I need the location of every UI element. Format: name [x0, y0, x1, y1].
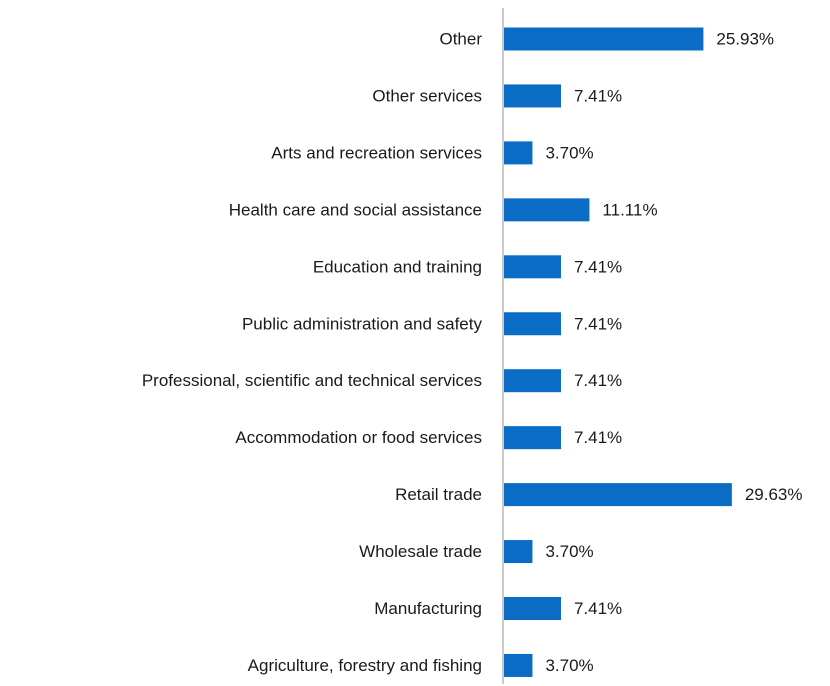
- bar-agriculture-forestry-and-fishing: [504, 653, 533, 677]
- category-label-arts-and-recreation-services: Arts and recreation services: [271, 143, 482, 162]
- value-label-other-services: 7.41%: [574, 86, 622, 105]
- value-label-education-and-training: 7.41%: [574, 257, 622, 276]
- bar-education-and-training: [504, 255, 561, 279]
- category-label-retail-trade: Retail trade: [395, 485, 482, 504]
- bar-accommodation-or-food-services: [504, 426, 561, 450]
- category-label-wholesale-trade: Wholesale trade: [359, 542, 482, 561]
- bar-retail-trade: [504, 483, 732, 507]
- value-label-arts-and-recreation-services: 3.70%: [545, 143, 593, 162]
- value-label-manufacturing: 7.41%: [574, 599, 622, 618]
- value-label-retail-trade: 29.63%: [745, 485, 803, 504]
- value-label-agriculture-forestry-and-fishing: 3.70%: [545, 656, 593, 675]
- category-label-manufacturing: Manufacturing: [374, 599, 482, 618]
- bar-professional-scientific-and-technical-services: [504, 369, 561, 393]
- category-label-professional-scientific-and-technical-services: Professional, scientific and technical s…: [142, 371, 482, 390]
- bar-arts-and-recreation-services: [504, 141, 533, 165]
- category-label-public-administration-and-safety: Public administration and safety: [242, 314, 483, 333]
- category-label-education-and-training: Education and training: [313, 257, 482, 276]
- category-label-health-care-and-social-assistance: Health care and social assistance: [229, 200, 482, 219]
- bar-other-services: [504, 84, 561, 108]
- category-label-agriculture-forestry-and-fishing: Agriculture, forestry and fishing: [248, 656, 482, 675]
- value-label-professional-scientific-and-technical-services: 7.41%: [574, 371, 622, 390]
- category-label-other: Other: [439, 30, 482, 49]
- bars-group: [504, 27, 732, 677]
- bar-wholesale-trade: [504, 540, 533, 564]
- category-label-other-services: Other services: [372, 86, 482, 105]
- bar-manufacturing: [504, 597, 561, 620]
- value-labels-group: 25.93% 7.41% 3.70% 11.11% 7.41% 7.41% 7.41% 7.4…: [545, 30, 802, 675]
- value-label-health-care-and-social-assistance: 11.11%: [602, 200, 657, 219]
- value-label-wholesale-trade: 3.70%: [545, 542, 593, 561]
- bar-other: [504, 27, 704, 51]
- value-label-accommodation-or-food-services: 7.41%: [574, 428, 622, 447]
- category-label-accommodation-or-food-services: Accommodation or food services: [235, 428, 482, 447]
- value-label-other: 25.93%: [716, 30, 774, 49]
- bar-health-care-and-social-assistance: [504, 198, 590, 222]
- bar-public-administration-and-safety: [504, 312, 561, 336]
- value-label-public-administration-and-safety: 7.41%: [574, 314, 622, 333]
- category-labels-group: Other Other services Arts and recreation s…: [142, 30, 483, 675]
